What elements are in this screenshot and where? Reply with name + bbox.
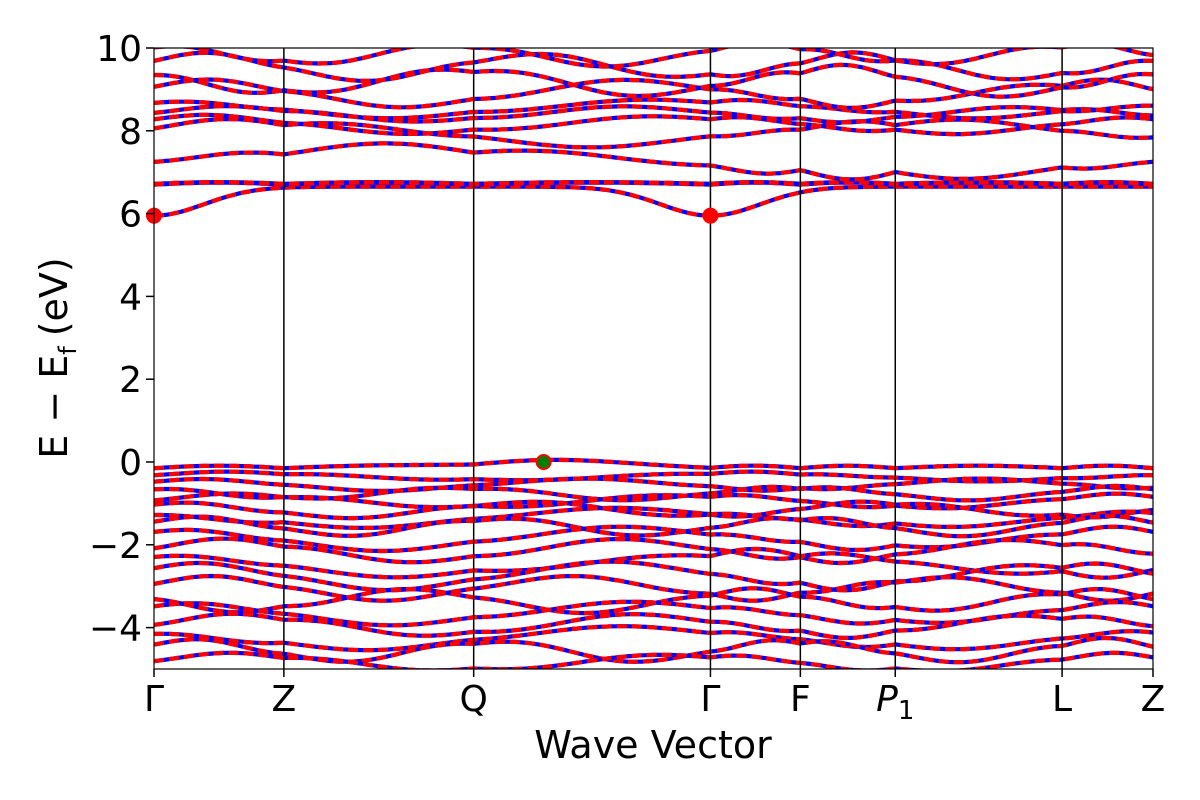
vbm-marker-0 — [535, 454, 552, 470]
y-tick-label-3: 2 — [119, 360, 142, 401]
y-axis-label-subscript: f — [54, 346, 82, 355]
x-tick-label-4: F — [790, 679, 811, 720]
band-lines — [154, 48, 1153, 669]
y-axis-label-unit: (eV) — [32, 257, 76, 336]
y-axis-label: E − Ef (eV) — [32, 257, 82, 459]
band-line-up-3 — [154, 141, 1153, 182]
band-line-down-10 — [154, 50, 1153, 83]
band-line-up-22 — [154, 546, 1153, 580]
y-tick-label-1: −2 — [89, 526, 142, 567]
band-line-up-25 — [154, 586, 1153, 616]
band-line-up-24 — [154, 573, 1153, 603]
x-tick-label-2: Q — [460, 679, 488, 720]
y-tick-label-0: −4 — [89, 609, 142, 650]
band-line-up-11 — [154, 48, 1153, 69]
band-line-up-9 — [154, 62, 1153, 99]
x-tick-label-5: P1 — [876, 679, 914, 726]
x-tick-label-6: L — [1052, 679, 1072, 720]
band-line-up-5 — [154, 112, 1153, 137]
band-line-up-16 — [154, 491, 1153, 511]
band-line-up-13 — [154, 469, 1153, 484]
plot-frame — [153, 47, 1154, 670]
band-line-up-2 — [154, 180, 1153, 186]
band-line-up-4 — [154, 117, 1153, 150]
band-line-up-14 — [154, 476, 1153, 494]
y-tick-label-5: 6 — [119, 195, 142, 236]
x-tick-label-subscript-5: 1 — [898, 696, 915, 726]
x-axis-ticks: Γ Z Q Γ F P1 L Z — [144, 669, 1165, 726]
band-line-up-30 — [154, 650, 1153, 669]
x-tick-label-7: Z — [1141, 679, 1166, 720]
y-axis-label-base: E − E — [32, 355, 76, 459]
band-line-up-7 — [154, 97, 1153, 121]
cbm-marker-2 — [702, 207, 719, 224]
x-tick-label-0: Γ — [144, 679, 164, 720]
band-line-up-23 — [154, 559, 1153, 593]
y-tick-label-6: 8 — [119, 112, 142, 153]
x-axis-label: Wave Vector — [534, 723, 772, 767]
band-line-up-0 — [154, 184, 1153, 218]
band-line-up-8 — [154, 77, 1153, 111]
band-line-up-10 — [154, 50, 1153, 83]
y-axis-ticks: −4 −2 0 2 4 6 8 10 — [89, 29, 154, 650]
band-line-up-12 — [154, 457, 1153, 471]
band-line-up-26 — [154, 599, 1153, 628]
band-line-up-27 — [154, 611, 1153, 640]
band-line-up-18 — [154, 505, 1153, 530]
band-line-up-21 — [154, 536, 1153, 566]
band-line-up-28 — [154, 624, 1153, 653]
high-symmetry-lines — [283, 48, 1063, 669]
y-tick-label-4: 4 — [119, 277, 142, 318]
band-line-up-19 — [154, 513, 1153, 539]
x-tick-label-base-5: P — [876, 679, 898, 720]
x-tick-label-3: Γ — [700, 679, 720, 720]
x-tick-label-1: Z — [272, 679, 297, 720]
band-line-up-20 — [154, 524, 1153, 554]
band-edge-markers — [146, 207, 719, 470]
y-tick-label-2: 0 — [119, 443, 142, 484]
y-tick-label-7: 10 — [96, 29, 142, 70]
band-line-up-17 — [154, 499, 1153, 521]
